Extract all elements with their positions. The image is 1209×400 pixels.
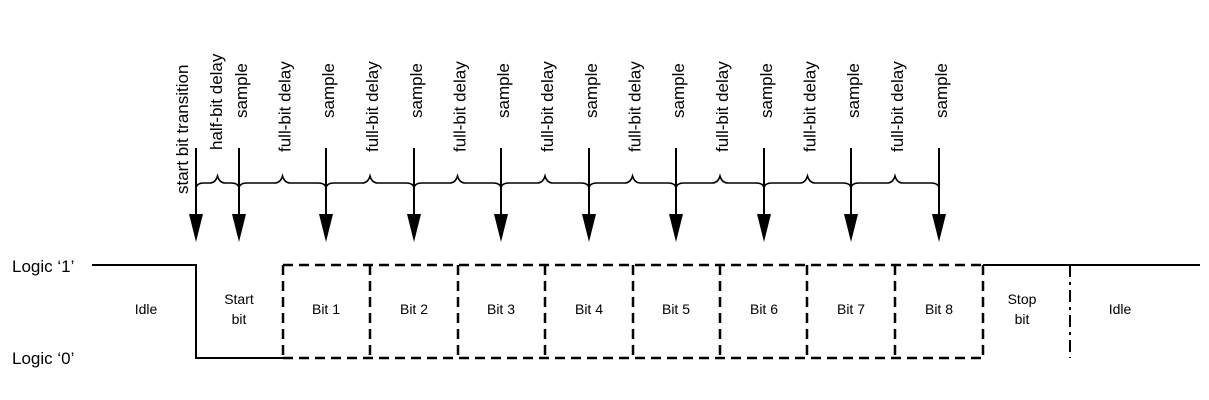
- delay-brace: [500, 173, 590, 190]
- sample-label: sample: [844, 63, 863, 118]
- delay-brace: [763, 173, 852, 190]
- delay-brace: [195, 173, 240, 190]
- timing-arrow: [932, 148, 946, 242]
- timing-arrow: [582, 148, 596, 242]
- delay-brace: [588, 173, 677, 190]
- full-delay-label: full-bit delay: [538, 61, 557, 152]
- delay-brace: [675, 173, 765, 190]
- half-delay-label: half-bit delay: [207, 53, 226, 150]
- cell-label: Bit 5: [662, 301, 690, 317]
- cell-label-line: Bit 4: [575, 301, 603, 317]
- cell-label-line: bit: [232, 311, 247, 327]
- timing-arrow: [669, 148, 683, 242]
- full-delay-label: full-bit delay: [363, 61, 382, 152]
- waveform-data-bits: [281, 263, 985, 360]
- cell-label: Idle: [1109, 301, 1132, 317]
- cell-label-line: Bit 5: [662, 301, 690, 317]
- full-delay-label: full-bit delay: [276, 61, 295, 152]
- cell-label-line: Bit 1: [312, 301, 340, 317]
- idle-high-line: [92, 264, 283, 359]
- full-delay-label: full-bit delay: [888, 61, 907, 152]
- cell-label: Bit 7: [837, 301, 865, 317]
- sample-label: sample: [582, 63, 601, 118]
- cell-label: Bit 3: [487, 301, 515, 317]
- sample-label: sample: [757, 63, 776, 118]
- timing-arrow: [494, 148, 508, 242]
- cell-label-line: bit: [1015, 311, 1030, 327]
- timing-arrow: [189, 148, 203, 242]
- sample-label: sample: [494, 63, 513, 118]
- cell-label-line: Bit 2: [400, 301, 428, 317]
- cell-label: Bit 6: [750, 301, 778, 317]
- timing-arrow: [757, 148, 771, 242]
- sample-label: sample: [932, 63, 951, 118]
- full-delay-label: full-bit delay: [451, 61, 470, 152]
- sample-label: sample: [319, 63, 338, 118]
- cell-label-line: Bit 7: [837, 301, 865, 317]
- logic-high-label: Logic ‘1’: [12, 257, 74, 276]
- sample-label: sample: [407, 63, 426, 118]
- cell-labels: Idle Start bit Bit 1 Bit 2 Bit 3 Bit 4 Bit 5 Bit…: [135, 291, 1132, 327]
- logic-low-label: Logic ‘0’: [12, 349, 74, 368]
- timing-arrow: [844, 148, 858, 242]
- cell-label: Start bit: [224, 291, 254, 327]
- timing-labels: start bit transition half-bit delay sample…: [173, 53, 951, 194]
- cell-label: Idle: [135, 301, 158, 317]
- full-delay-label: full-bit delay: [713, 61, 732, 152]
- cell-label: Bit 1: [312, 301, 340, 317]
- full-delay-label: full-bit delay: [801, 61, 820, 152]
- delay-brace: [850, 173, 940, 190]
- cell-label: Stop bit: [1008, 291, 1037, 327]
- cell-label-line: Bit 8: [925, 301, 953, 317]
- waveform-solid: [92, 264, 1200, 359]
- timing-braces: [195, 173, 940, 190]
- timing-arrow: [407, 148, 421, 242]
- cell-label-line: Start: [224, 291, 254, 307]
- delay-brace: [413, 173, 502, 190]
- cell-label-line: Bit 3: [487, 301, 515, 317]
- timing-arrow: [319, 148, 333, 242]
- full-delay-label: full-bit delay: [626, 61, 645, 152]
- cell-label: Bit 8: [925, 301, 953, 317]
- delay-brace: [238, 173, 327, 190]
- timing-arrow: [232, 148, 246, 242]
- timing-arrows: [189, 148, 946, 242]
- cell-label-line: Stop: [1008, 291, 1037, 307]
- sample-label: sample: [232, 63, 251, 118]
- cell-label-line: Idle: [135, 301, 158, 317]
- cell-label: Bit 2: [400, 301, 428, 317]
- sample-label: sample: [669, 63, 688, 118]
- start-transition-label: start bit transition: [173, 65, 192, 194]
- delay-brace: [325, 173, 415, 190]
- cell-label: Bit 4: [575, 301, 603, 317]
- cell-label-line: Bit 6: [750, 301, 778, 317]
- cell-label-line: Idle: [1109, 301, 1132, 317]
